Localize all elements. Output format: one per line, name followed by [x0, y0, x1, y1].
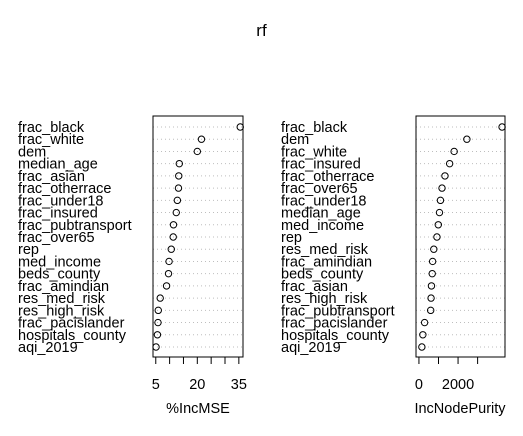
category-label: rep — [18, 242, 39, 258]
category-label: dem — [281, 132, 309, 148]
category-label: frac_white — [281, 144, 347, 160]
category-label: hospitals_county — [18, 328, 127, 344]
data-point — [169, 233, 177, 241]
category-label: res_med_risk — [281, 242, 369, 258]
data-point — [441, 172, 449, 180]
category-label: median_age — [281, 206, 361, 222]
data-point — [165, 257, 173, 266]
x-tick-label: 20 — [189, 377, 205, 393]
category-label: frac_over65 — [18, 230, 95, 246]
category-label: median_age — [18, 157, 98, 173]
category-label: res_high_risk — [281, 291, 368, 307]
data-point — [167, 245, 175, 253]
x-tick-label: 5 — [152, 377, 160, 393]
chart-title: rf — [256, 21, 267, 40]
data-point — [434, 221, 442, 229]
data-point — [428, 269, 436, 278]
x-tick-label: 2000 — [442, 377, 474, 393]
category-label: frac_white — [18, 132, 84, 148]
category-label: med_income — [18, 254, 101, 270]
data-point — [445, 159, 454, 168]
category-label: frac_under18 — [18, 193, 103, 209]
data-point — [420, 318, 429, 327]
category-label: frac_insured — [281, 157, 361, 173]
data-point — [435, 208, 444, 217]
data-point — [426, 306, 435, 315]
category-label: frac_asian — [281, 279, 348, 295]
plot-frame — [152, 115, 244, 358]
category-label: beds_county — [281, 267, 364, 283]
data-point — [428, 257, 437, 266]
x-axis-label: %IncMSE — [166, 401, 230, 417]
category-label: hospitals_county — [281, 328, 390, 344]
incmse-panel: frac_blackfrac_whitedemmedian_agefrac_as… — [18, 115, 247, 417]
data-point — [438, 184, 446, 192]
category-label: frac_insured — [18, 206, 98, 222]
data-point — [419, 331, 427, 339]
data-point — [175, 159, 184, 168]
category-label: frac_black — [18, 120, 85, 136]
data-point — [418, 343, 426, 351]
data-point — [174, 184, 183, 192]
data-point — [173, 196, 182, 205]
category-label: frac_asian — [18, 169, 85, 185]
data-point — [433, 233, 441, 241]
category-label: beds_county — [18, 267, 101, 283]
data-point — [156, 294, 164, 302]
category-label: aqi_2019 — [18, 340, 78, 356]
incnodepurity-panel: frac_blackdemfrac_whitefrac_insuredfrac_… — [281, 115, 506, 417]
category-label: frac_pubtransport — [18, 218, 132, 234]
category-label: med_income — [281, 218, 364, 234]
data-point — [427, 282, 436, 290]
category-label: dem — [18, 144, 46, 160]
category-label: frac_pubtransport — [281, 303, 395, 319]
category-label: frac_otherrace — [281, 169, 375, 185]
data-point — [175, 172, 183, 180]
data-point — [154, 318, 162, 327]
data-point — [430, 245, 438, 253]
data-point — [197, 135, 206, 143]
data-point — [463, 135, 471, 143]
category-label: frac_amindian — [281, 254, 372, 270]
category-label: frac_pacislander — [281, 316, 388, 332]
category-label: rep — [281, 230, 302, 246]
data-point — [193, 147, 202, 156]
category-label: aqi_2019 — [281, 340, 341, 356]
category-label: frac_amindian — [18, 279, 109, 295]
category-label: frac_under18 — [281, 193, 366, 209]
data-point — [427, 294, 435, 302]
category-label: frac_black — [281, 120, 348, 136]
plot-frame — [415, 115, 506, 358]
category-label: frac_otherrace — [18, 181, 112, 197]
data-point — [162, 282, 171, 290]
data-point — [436, 196, 445, 205]
data-point — [172, 208, 180, 217]
data-point — [154, 306, 162, 315]
data-point — [450, 147, 458, 156]
x-axis-label: IncNodePurity — [414, 401, 506, 417]
x-tick-label: 35 — [231, 377, 247, 393]
data-point — [169, 221, 178, 229]
data-point — [164, 269, 173, 278]
category-label: frac_over65 — [281, 181, 358, 197]
data-point — [153, 331, 162, 339]
x-tick-label: 0 — [415, 377, 423, 393]
category-label: res_med_risk — [18, 291, 106, 307]
category-label: frac_pacislander — [18, 316, 125, 332]
category-label: res_high_risk — [18, 303, 105, 319]
